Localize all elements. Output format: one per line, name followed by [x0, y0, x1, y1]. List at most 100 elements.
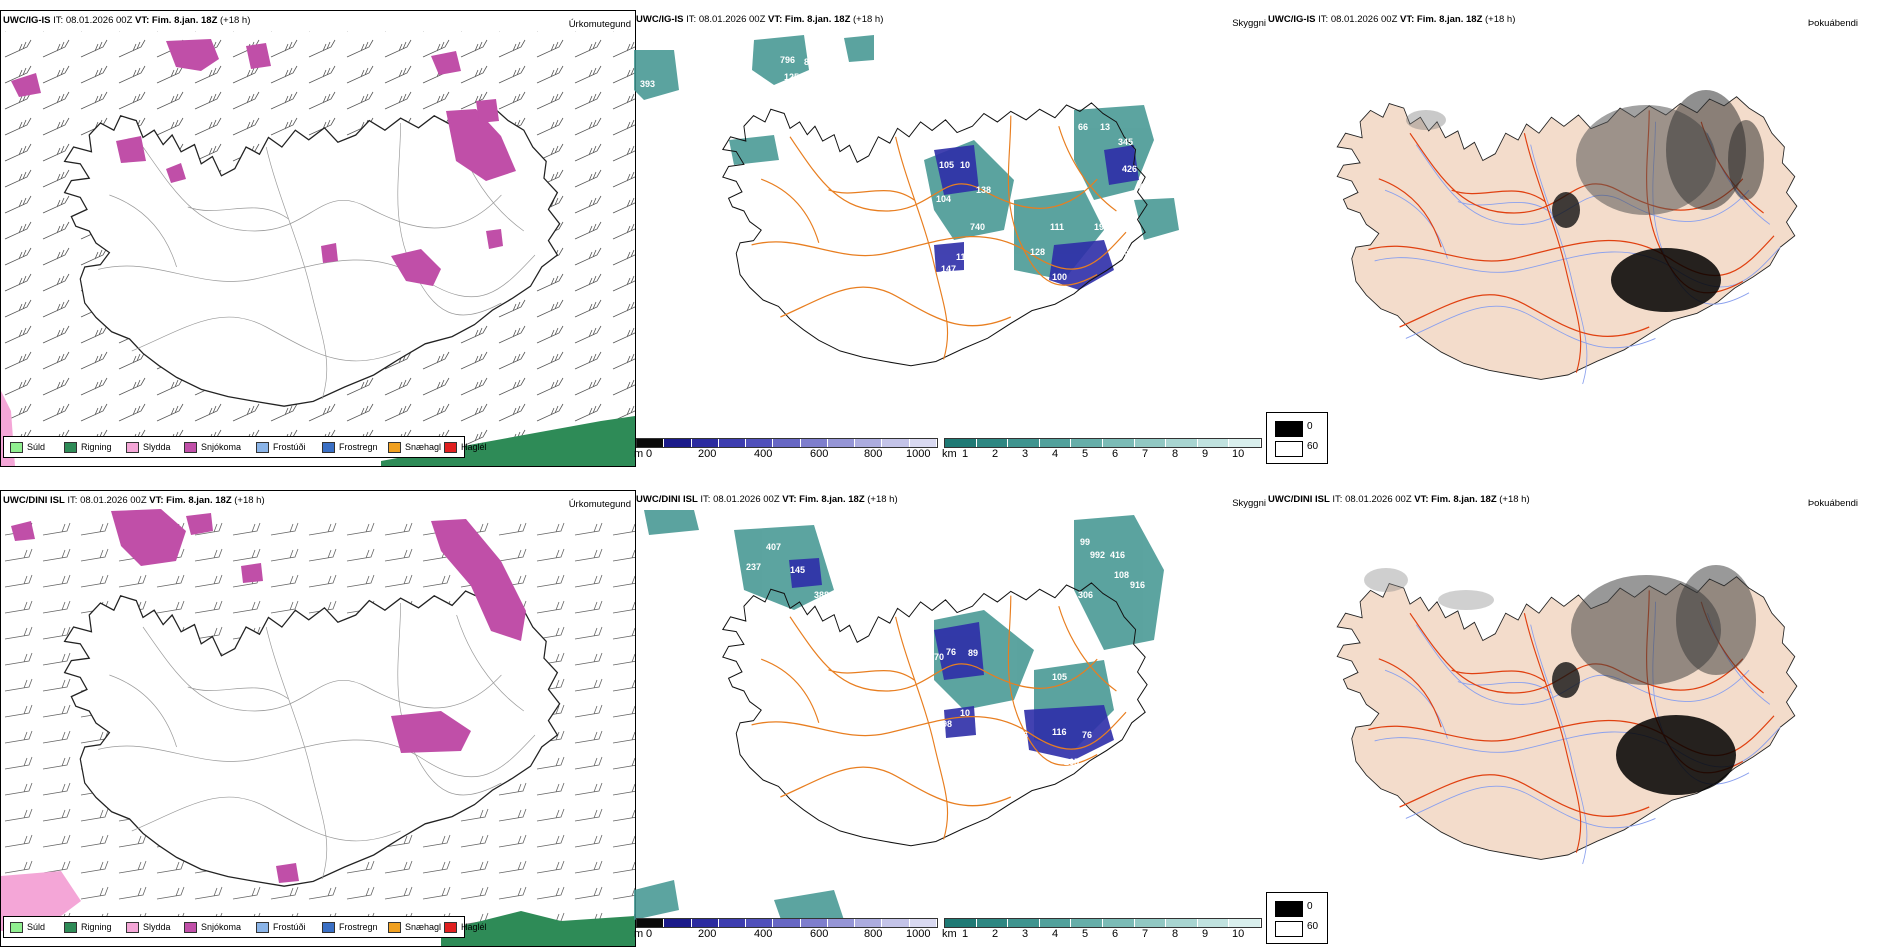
- legend-swatch: [256, 921, 269, 933]
- value-label: 306: [1078, 590, 1093, 600]
- colorbar-segment: [664, 919, 692, 927]
- colorbar-segment: [882, 919, 910, 927]
- snow-areas: [11, 39, 516, 286]
- value-label: 89: [968, 648, 978, 658]
- value-label: 18: [1144, 162, 1154, 172]
- colorbar-tick: 2: [992, 928, 999, 940]
- precip-legend: Súld Rigning Slydda Snjókoma Frostúði Fr…: [3, 436, 487, 458]
- fog-tick: 60: [1307, 921, 1319, 932]
- fog-swatch-dark: [1275, 901, 1303, 917]
- colorbar-tick: 400: [754, 448, 773, 460]
- cloud-visibility-panel-top: UWC/IG-IS IT: 08.01.2026 00Z VT: Fim. 8.…: [634, 10, 1266, 466]
- legend-swatch: [256, 441, 269, 453]
- colorbar-segment: [800, 919, 828, 927]
- colorbar-tick: 8: [1172, 928, 1179, 940]
- colorbar-segment: [691, 439, 719, 447]
- colorbar-segment: [1039, 919, 1072, 927]
- colorbar-tick: 400: [754, 928, 773, 940]
- colorbar-segment: [1197, 919, 1230, 927]
- panel-type-label: Þokuábendi: [1807, 498, 1858, 509]
- colorbar-segment: [746, 439, 774, 447]
- colorbar-segment: [945, 919, 977, 927]
- legend-swatch: [388, 441, 401, 453]
- fog-panel-bottom: UWC/DINI ISL IT: 08.01.2026 00Z VT: Fim.…: [1266, 490, 1900, 946]
- value-label: 42: [1160, 642, 1170, 652]
- fog-swatch-dark: [1275, 421, 1303, 437]
- legend-item: Haglél: [444, 437, 487, 457]
- colorbar-segment: [827, 919, 856, 927]
- value-label: 145: [790, 565, 805, 575]
- panel-type-label: Skyggni: [1232, 498, 1266, 509]
- colorbar-tick: 5: [1082, 448, 1089, 460]
- value-label: 111: [1050, 222, 1064, 232]
- value-label: 105: [939, 160, 954, 170]
- colorbar-unit: km: [942, 928, 957, 940]
- fog-swatch-light: [1275, 441, 1303, 457]
- panel-title: UWC/DINI ISL IT: 08.01.2026 00Z VT: Fim.…: [636, 494, 898, 505]
- visibility-colorbar: km 1 2 3 4 5 6 7 8 9 10: [942, 438, 1264, 464]
- fog-panel-top: UWC/IG-IS IT: 08.01.2026 00Z VT: Fim. 8.…: [1266, 10, 1900, 466]
- legend-swatch: [184, 921, 197, 933]
- cloud-base-areas: [934, 145, 1139, 290]
- value-label: 916: [1130, 580, 1145, 590]
- panel-type-label: Skyggni: [1232, 18, 1266, 29]
- fog-tick: 0: [1307, 421, 1313, 432]
- colorbar-segment: [976, 919, 1009, 927]
- value-label: 10: [960, 708, 970, 718]
- colorbar-segment: [827, 439, 856, 447]
- cloud-base-value-labels: 393 796 877 125 105 10 104 138 740 11 14…: [640, 55, 1154, 357]
- colorbar-segment: [691, 919, 719, 927]
- value-label: 105: [1114, 247, 1129, 257]
- colorbar-segment: [882, 439, 910, 447]
- colorbar-segment: [1039, 439, 1072, 447]
- fog-tick: 0: [1307, 901, 1313, 912]
- legend-swatch: [126, 441, 139, 453]
- colorbar-tick: 1: [962, 928, 969, 940]
- colorbar-tick: 0: [646, 928, 653, 940]
- value-label: 237: [746, 562, 761, 572]
- value-label: 70: [934, 652, 944, 662]
- colorbar-tick: 7: [1142, 928, 1149, 940]
- colorbar-segment: [637, 919, 665, 927]
- snow-areas: [11, 509, 526, 883]
- colorbar-strip: [944, 918, 1262, 928]
- colorbar-segment: [1166, 439, 1198, 447]
- value-label: 98: [942, 719, 952, 729]
- legend-swatch: [184, 441, 197, 453]
- colorbar-segment: [1102, 919, 1135, 927]
- value-label: 13: [1100, 122, 1110, 132]
- value-label: 388: [814, 590, 829, 600]
- fog-colorbar: 0 60: [1266, 412, 1328, 464]
- colorbar-strip: [944, 438, 1262, 448]
- legend-item: Frostregn: [322, 437, 378, 457]
- value-label: 147: [941, 264, 956, 274]
- legend-item: Súld: [10, 437, 45, 457]
- colorbar-segment: [855, 919, 883, 927]
- value-label: 11: [1064, 347, 1074, 357]
- legend-item: Frostúði: [256, 437, 306, 457]
- value-label: 416: [1110, 550, 1125, 560]
- value-label: 105: [1052, 672, 1067, 682]
- legend-swatch: [444, 441, 457, 453]
- value-label: 116: [1052, 727, 1067, 737]
- colorbar-segment: [1071, 439, 1103, 447]
- colorbar-tick: 3: [1022, 928, 1029, 940]
- fog-index-field: [1406, 90, 1764, 312]
- value-label: 265: [1064, 757, 1079, 767]
- legend-item: Slydda: [126, 917, 171, 937]
- panel-title: UWC/DINI ISL IT: 08.01.2026 00Z VT: Fim.…: [1268, 494, 1530, 505]
- legend-swatch: [10, 441, 23, 453]
- legend-item: Frostregn: [322, 917, 378, 937]
- colorbar-tick: 6: [1112, 928, 1119, 940]
- fog-swatch-light: [1275, 921, 1303, 937]
- colorbar-segment: [1008, 919, 1040, 927]
- legend-item: Súld: [10, 917, 45, 937]
- value-label: 76: [1082, 730, 1092, 740]
- colorbar-segment: [800, 439, 828, 447]
- legend-item: Frostúði: [256, 917, 306, 937]
- colorbar-unit: km: [942, 448, 957, 460]
- value-label: 99: [1080, 537, 1090, 547]
- colorbar-tick: 9: [1202, 928, 1209, 940]
- value-label: 176: [1061, 305, 1076, 315]
- colorbar-segment: [773, 919, 801, 927]
